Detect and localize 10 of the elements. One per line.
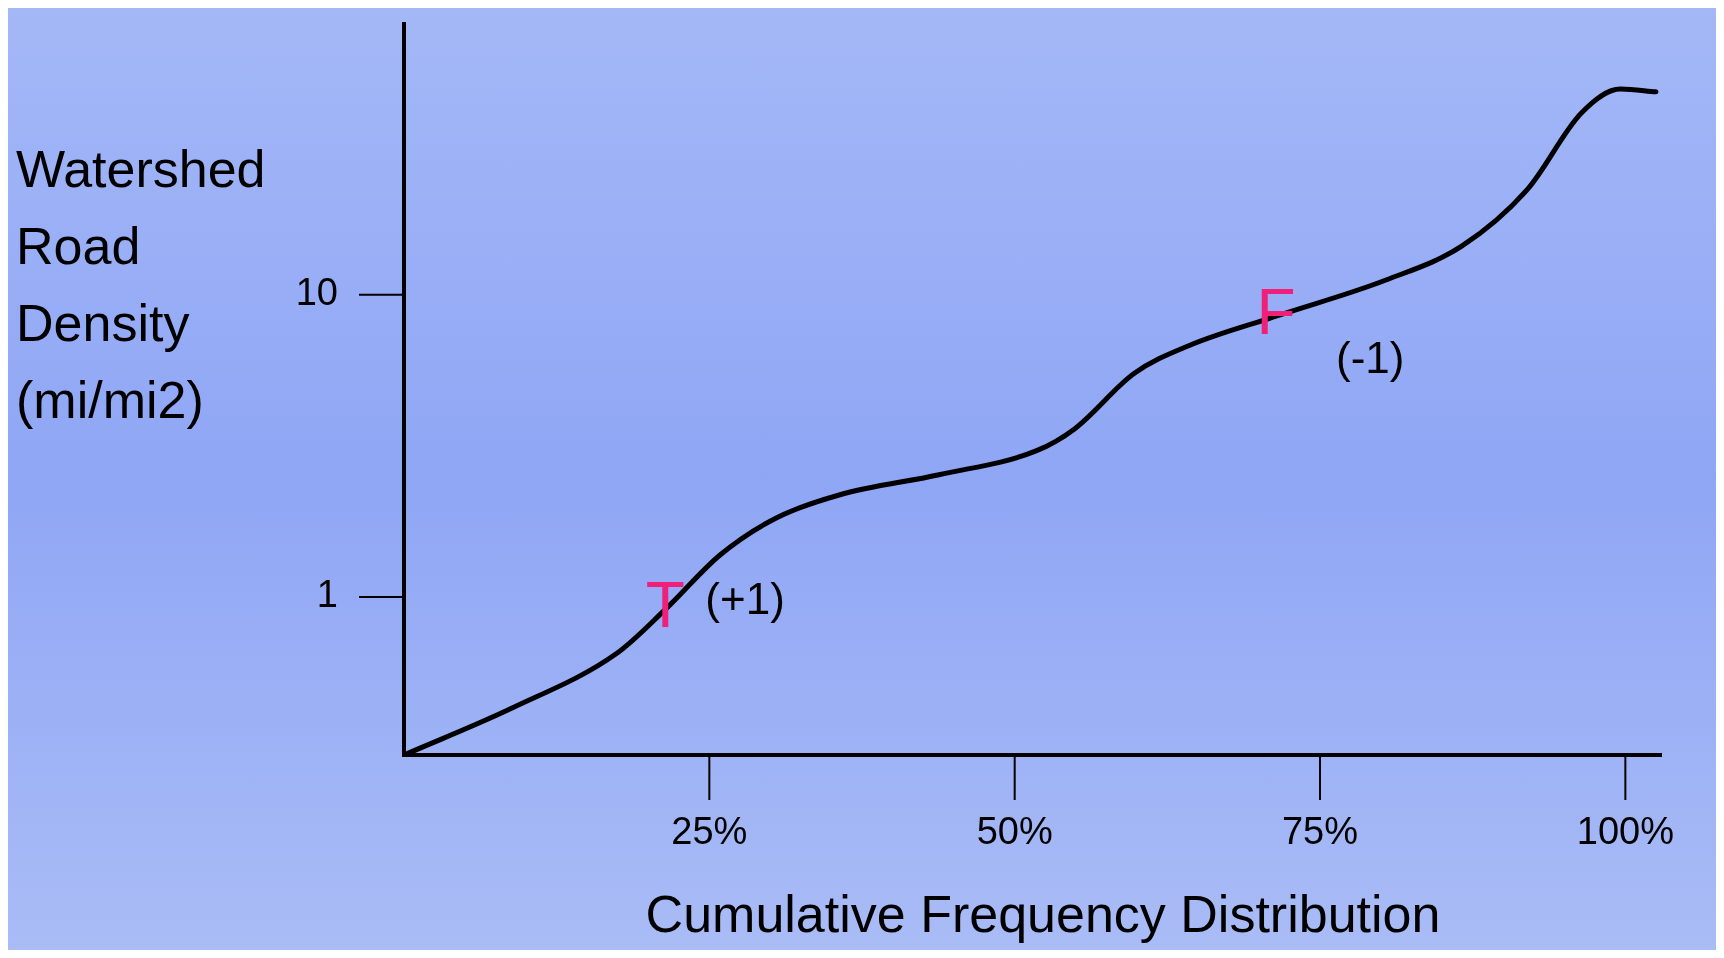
- x-tick-label: 75%: [1281, 810, 1359, 853]
- x-tick-label: 100%: [1576, 810, 1674, 853]
- y-tick-label: 1: [316, 573, 338, 616]
- y-tick-label: 10: [295, 271, 338, 314]
- y-axis-title: Watershed Road Density (mi/mi2): [16, 140, 266, 430]
- x-axis-title: Cumulative Frequency Distribution: [645, 885, 1441, 944]
- annotation: (-1): [1336, 333, 1405, 383]
- annotation: (+1): [705, 573, 785, 623]
- x-tick-label: 50%: [976, 810, 1053, 853]
- x-tick-label: 25%: [671, 810, 748, 853]
